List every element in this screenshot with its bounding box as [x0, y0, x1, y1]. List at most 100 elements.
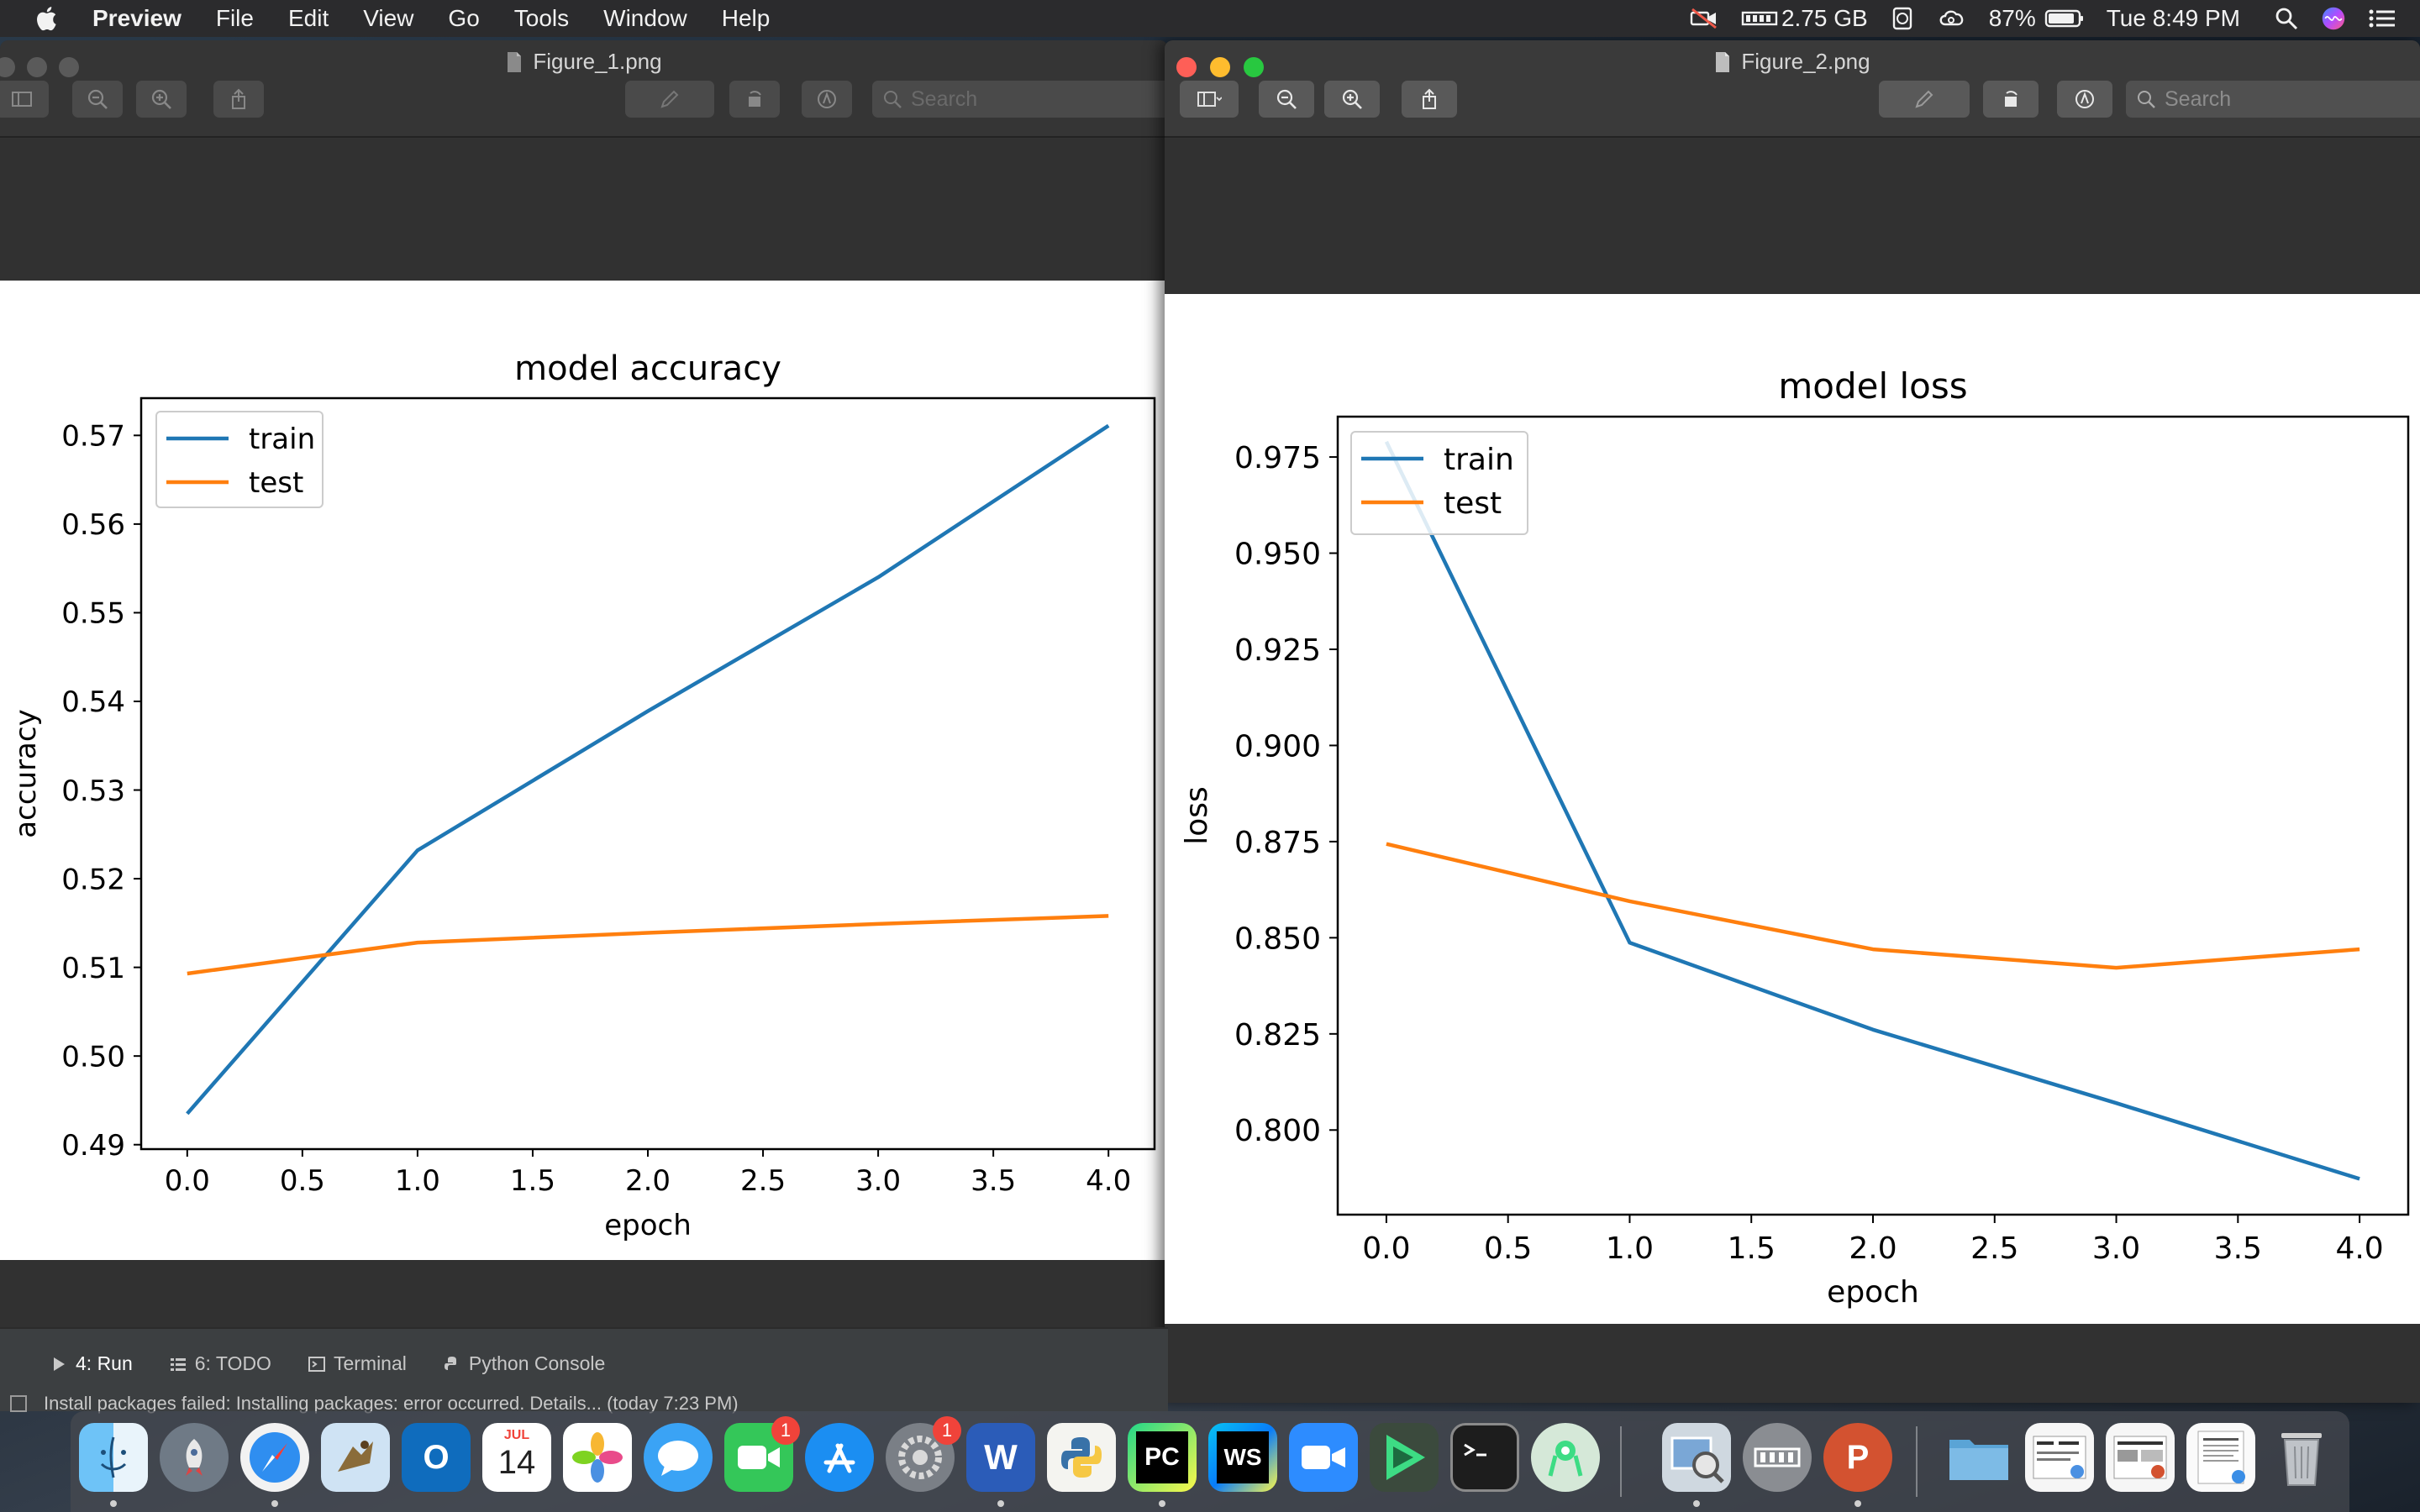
loss-chart: model loss 0.0 0.5 1.0 1.5 2.0 2.5 3.0 3.5 4.0 0.8… [1180, 365, 2410, 1310]
word-label: W [984, 1437, 1018, 1477]
menu-window[interactable]: Window [603, 5, 687, 31]
window-title-text: Figure_2.png [1741, 49, 1870, 74]
zoom-in-button[interactable] [136, 81, 187, 118]
facetime-icon[interactable]: 1 [724, 1416, 800, 1492]
window-title: Figure_1.png [0, 49, 1168, 75]
python-launcher-icon[interactable] [1047, 1423, 1116, 1492]
share-icon [232, 88, 245, 109]
video-off-icon[interactable] [1689, 6, 1719, 31]
python-icon [444, 1356, 456, 1370]
android-icon[interactable] [1531, 1423, 1600, 1492]
preview-window-figure-1[interactable]: Figure_1.png Search model accuracy 0.0 0.5 [0, 40, 1168, 1393]
search-field[interactable]: Search [872, 81, 1168, 118]
rotate-button[interactable] [1983, 81, 2039, 118]
sidebar-icon [12, 92, 32, 107]
toggle-tool-windows-icon[interactable] [10, 1395, 27, 1412]
markup-toolbar-button[interactable] [2057, 81, 2112, 118]
preview-icon[interactable] [1662, 1423, 1731, 1492]
finder-icon[interactable] [79, 1423, 148, 1492]
x-tick-label: 4.0 [1086, 1164, 1131, 1198]
menu-file[interactable]: File [215, 5, 254, 31]
y-tick-label: 0.56 [61, 508, 125, 542]
ide-tab-terminal[interactable]: Terminal [308, 1352, 407, 1375]
plot-frame [139, 396, 1156, 1151]
rotate-button[interactable] [729, 81, 780, 118]
battery-icon[interactable] [2044, 6, 2085, 31]
close-button[interactable] [1176, 57, 1197, 77]
minimize-button[interactable] [1210, 57, 1230, 77]
outlook-label: O [423, 1438, 450, 1476]
share-button[interactable] [213, 81, 264, 118]
ide-tab-python-console[interactable]: Python Console [444, 1352, 605, 1375]
y-tick-label: 0.55 [61, 597, 125, 631]
menu-view[interactable]: View [363, 5, 414, 31]
app-store-icon[interactable] [805, 1423, 874, 1492]
stack-icon[interactable] [2025, 1423, 2094, 1492]
share-button[interactable] [1402, 81, 1457, 118]
menu-tools[interactable]: Tools [513, 5, 570, 31]
y-axis-label: accuracy [9, 709, 43, 837]
creative-cloud-icon[interactable] [1937, 6, 1967, 31]
markup-pen-button[interactable] [625, 81, 714, 118]
menu-app-name[interactable]: Preview [92, 5, 182, 31]
preview-window-figure-2[interactable]: Figure_2.png Search model loss 0.0 0.5 1.0 1 [1165, 40, 2420, 1403]
notification-center-icon[interactable] [2368, 6, 2396, 31]
zoom-out-button[interactable] [1259, 81, 1314, 118]
markup-pen-button[interactable] [1879, 81, 1970, 118]
preview-bird-icon[interactable] [321, 1423, 390, 1492]
zoom-icon[interactable] [1289, 1423, 1358, 1492]
close-button[interactable] [0, 57, 15, 77]
y-tick-label: 0.800 [1234, 1114, 1321, 1148]
ide-status-message[interactable]: Install packages failed: Installing pack… [44, 1393, 739, 1414]
sidebar-toggle-button[interactable] [1180, 81, 1239, 118]
ide-tab-todo[interactable]: 6: TODO [170, 1352, 271, 1375]
menu-edit[interactable]: Edit [287, 5, 329, 31]
document-icon [1716, 51, 1730, 72]
word-icon[interactable]: W [966, 1423, 1035, 1492]
safari-icon[interactable] [240, 1423, 309, 1492]
zoom-button[interactable] [1244, 57, 1264, 77]
powerpoint-icon[interactable]: P [1823, 1423, 1892, 1492]
spotlight-search-icon[interactable] [2274, 6, 2299, 31]
legend-label-test: test [1444, 486, 1502, 521]
play-icon [54, 1357, 65, 1371]
webstorm-icon[interactable]: WS [1208, 1423, 1277, 1492]
menubar-clock[interactable]: Tue 8:49 PM [2106, 5, 2240, 31]
y-tick-label: 0.825 [1234, 1018, 1321, 1053]
ide-tab-run[interactable]: 4: Run [50, 1352, 133, 1375]
android-studio-icon[interactable] [1370, 1423, 1439, 1492]
series-line-test [187, 914, 1109, 976]
y-tick-label: 0.900 [1234, 729, 1321, 764]
apple-icon[interactable] [34, 4, 62, 33]
calendar-icon[interactable]: JUL 14 [482, 1423, 551, 1492]
zoom-in-button[interactable] [1324, 81, 1380, 118]
launchpad-icon[interactable] [160, 1423, 229, 1492]
pycharm-icon[interactable]: PC [1128, 1423, 1197, 1492]
zoom-out-button[interactable] [72, 81, 123, 118]
markup-toolbar-button[interactable] [802, 81, 852, 118]
series-line-test [1386, 842, 2360, 970]
rotate-icon [2005, 91, 2018, 107]
minimize-button[interactable] [27, 57, 47, 77]
menu-go[interactable]: Go [448, 5, 480, 31]
search-field[interactable]: Search [2126, 81, 2420, 118]
folder-icon[interactable] [1944, 1423, 2013, 1492]
y-tick-label: 0.53 [61, 774, 125, 808]
sidebar-toggle-button[interactable] [0, 81, 49, 118]
system-preferences-icon[interactable]: 1 [886, 1416, 961, 1492]
messages-icon[interactable] [644, 1423, 713, 1492]
siri-icon[interactable] [2319, 6, 2348, 31]
accuracy-chart: model accuracy 0.0 0.5 1.0 1.5 2.0 2.5 3.0 3.5 4.… [9, 349, 1156, 1242]
zoom-button[interactable] [59, 57, 79, 77]
stack-icon[interactable] [2106, 1423, 2175, 1492]
terminal-icon[interactable] [1450, 1423, 1519, 1492]
memory-icon[interactable] [1743, 1423, 1812, 1492]
outlook-icon[interactable]: O [402, 1423, 471, 1492]
memory-icon[interactable] [1741, 6, 1778, 31]
y-axis-label: loss [1180, 786, 1214, 845]
trash-icon[interactable] [2267, 1423, 2336, 1492]
menu-help[interactable]: Help [721, 5, 771, 31]
document-icon[interactable] [2186, 1423, 2255, 1492]
photos-icon[interactable] [563, 1423, 632, 1492]
time-machine-icon[interactable] [1890, 6, 1915, 31]
